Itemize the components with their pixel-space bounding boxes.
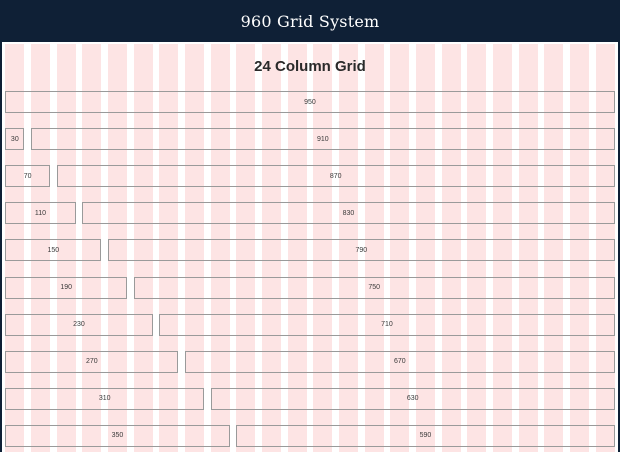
grid-box-label: 350 xyxy=(111,432,124,440)
grid-box: 350 xyxy=(5,424,230,447)
column-guide xyxy=(492,44,513,452)
column-guide xyxy=(159,44,179,452)
column-guide xyxy=(82,44,102,452)
column-guide xyxy=(338,44,359,452)
grid-box-label: 230 xyxy=(73,321,85,329)
grid-box-label: 790 xyxy=(355,246,368,254)
column-guide xyxy=(133,44,153,452)
column-guide xyxy=(5,44,25,452)
column-guide xyxy=(261,44,282,452)
grid-box: 230 xyxy=(5,313,153,336)
column-guide xyxy=(467,44,487,452)
grid-box: 270 xyxy=(5,350,179,373)
grid-box-label: 150 xyxy=(47,246,60,254)
grid-box-label: 30 xyxy=(10,135,19,143)
column-guide xyxy=(210,44,230,452)
grid-box-label: 710 xyxy=(381,321,393,329)
grid-box-label: 630 xyxy=(406,395,419,403)
grid-box-label: 670 xyxy=(393,358,406,366)
column-guide xyxy=(287,44,307,452)
column-guide xyxy=(441,44,461,452)
grid-box: 950 xyxy=(5,91,615,113)
column-guide xyxy=(569,44,590,452)
grid-box: 790 xyxy=(107,239,615,262)
grid-box-label: 310 xyxy=(98,395,111,403)
grid-box-label: 190 xyxy=(60,284,72,291)
column-guide xyxy=(415,44,436,452)
grid-box: 150 xyxy=(5,239,102,262)
grid-box: 910 xyxy=(30,128,615,151)
grid-box: 630 xyxy=(210,387,615,410)
column-guide xyxy=(595,44,615,452)
page-title: 24 Column Grid xyxy=(254,58,366,75)
column-guide xyxy=(56,44,76,452)
site-title: 960 Grid System xyxy=(240,11,380,31)
grid-box: 830 xyxy=(82,202,615,225)
grid-box-label: 830 xyxy=(342,209,355,217)
grid-box-label: 910 xyxy=(316,135,329,143)
grid-box: 70 xyxy=(5,165,51,188)
column-guide xyxy=(313,44,333,452)
grid-container: 24 Column Grid 950 30 910 70 870 110 830 150 790… xyxy=(2,44,618,452)
column-guides xyxy=(2,44,618,452)
grid-box-label: 590 xyxy=(419,432,432,440)
grid-box: 750 xyxy=(133,276,615,299)
grid-box-label: 110 xyxy=(34,209,47,217)
grid-box-label: 950 xyxy=(304,98,316,106)
grid-box: 710 xyxy=(159,313,615,336)
grid-box: 190 xyxy=(5,276,128,299)
grid-box: 30 xyxy=(5,128,25,151)
grid-box: 110 xyxy=(5,202,76,225)
column-guide xyxy=(107,44,128,452)
grid-box: 590 xyxy=(236,424,615,447)
column-guide xyxy=(544,44,564,452)
column-guide xyxy=(518,44,538,452)
column-guide xyxy=(184,44,205,452)
grid-box: 310 xyxy=(5,387,205,410)
grid-box-label: 270 xyxy=(85,358,98,366)
grid-box: 670 xyxy=(184,350,615,373)
page-header: 960 Grid System xyxy=(0,0,620,42)
grid-box-label: 870 xyxy=(329,172,342,180)
column-guide xyxy=(30,44,51,452)
column-guide xyxy=(390,44,410,452)
column-guide xyxy=(364,44,384,452)
grid-box-label: 750 xyxy=(368,284,380,291)
grid-box-label: 70 xyxy=(23,172,32,180)
grid-box: 870 xyxy=(56,165,615,188)
column-guide xyxy=(236,44,256,452)
